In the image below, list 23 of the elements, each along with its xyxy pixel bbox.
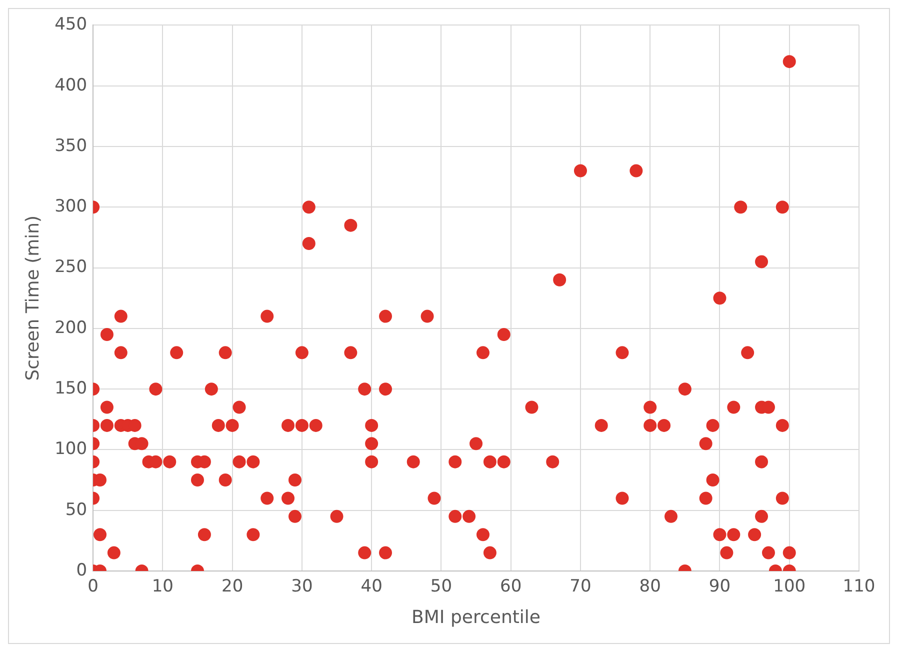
y-tick-label: 150 (54, 378, 88, 398)
x-tick-label: 100 (773, 576, 806, 597)
y-tick-label: 50 (65, 500, 88, 520)
y-axis-title: Screen Time (min) (22, 215, 44, 381)
y-tick-label: 350 (54, 136, 88, 156)
x-axis-title: BMI percentile (412, 606, 540, 628)
x-tick-label: 70 (570, 576, 592, 597)
x-tick-label: 50 (430, 576, 452, 597)
x-tick-label: 90 (708, 576, 731, 597)
x-tick-label: 60 (500, 576, 522, 597)
x-tick-label: 20 (221, 576, 244, 597)
x-tick-label: 10 (152, 576, 174, 597)
x-tick-label: 110 (842, 576, 876, 597)
y-tick-label: 450 (54, 14, 88, 35)
y-tick-label: 200 (54, 318, 88, 338)
y-tick-label: 300 (54, 196, 88, 217)
y-tick-label: 0 (76, 560, 88, 580)
y-tick-label: 250 (54, 257, 88, 278)
x-tick-label: 40 (360, 576, 382, 597)
y-tick-label: 100 (54, 439, 88, 460)
x-tick-label: 80 (639, 576, 661, 597)
y-tick-label: 400 (54, 75, 88, 96)
x-tick-label: 30 (291, 576, 313, 597)
